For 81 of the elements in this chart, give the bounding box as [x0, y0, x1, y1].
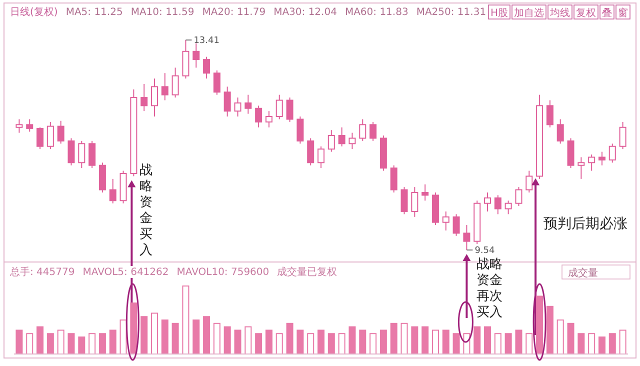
text: MA60: 11.83 [344, 7, 408, 18]
bar [182, 286, 190, 354]
bar [359, 330, 366, 354]
bar [244, 326, 252, 354]
text: 叠 [602, 8, 612, 19]
bar [578, 333, 585, 354]
bar [98, 333, 106, 354]
text: MAVOL5: 641262 [82, 267, 169, 278]
bar [203, 316, 210, 354]
bar [78, 336, 86, 354]
bar [370, 333, 377, 354]
bar [213, 322, 220, 354]
text: 总手: 445779 [9, 266, 75, 278]
bar [400, 322, 408, 354]
bar [234, 330, 242, 354]
bar [46, 333, 54, 354]
text: 成交量 [568, 267, 598, 279]
bar [307, 333, 314, 354]
bar [224, 326, 231, 354]
bar [442, 330, 450, 354]
bar [16, 330, 23, 354]
text: 日线(复权) [10, 6, 58, 18]
annotation: 预判后期必涨 [544, 216, 628, 232]
bar [608, 333, 616, 354]
bar [432, 330, 439, 354]
bar [556, 320, 564, 354]
bar [276, 333, 283, 354]
bar [411, 326, 418, 354]
bar [390, 322, 398, 354]
bar [474, 326, 481, 354]
annotation: 战略资金再次买入 [476, 257, 503, 320]
bar [130, 302, 138, 354]
bar [318, 330, 324, 354]
bar [567, 322, 574, 354]
bar [328, 333, 335, 354]
bar [150, 312, 158, 354]
bar [380, 330, 387, 354]
bar [192, 320, 200, 354]
bar [172, 322, 179, 354]
bar [109, 330, 116, 354]
bar [68, 333, 75, 354]
text: 均线 [549, 7, 570, 19]
text: MA5: 11.25 [66, 7, 123, 18]
bar [296, 330, 304, 354]
annotation: 9.54 [474, 246, 496, 256]
annotation: 13.41 [194, 36, 220, 46]
text: MA20: 11.79 [202, 7, 266, 18]
bar [515, 330, 522, 354]
bar [36, 326, 44, 354]
bar [526, 333, 533, 354]
text: MAVOL10: 759600 [176, 267, 270, 278]
text: H股 [490, 8, 508, 19]
bar [338, 333, 346, 354]
bar [588, 333, 596, 354]
bar [265, 330, 272, 354]
bar [546, 306, 554, 354]
text: MA10: 11.59 [130, 7, 194, 18]
text: MA30: 12.04 [274, 7, 337, 18]
annotation: 战略资金买入 [140, 163, 153, 258]
bar [161, 320, 168, 354]
text: MA250: 11.31 [416, 7, 486, 18]
bar [484, 326, 492, 354]
text: 窗 [618, 7, 628, 19]
bar [120, 320, 127, 354]
bar [452, 333, 460, 354]
bar [348, 326, 356, 354]
bar [88, 333, 96, 354]
bar [504, 333, 512, 354]
bar [422, 326, 429, 354]
bar [536, 296, 544, 354]
text: 加自选 [514, 7, 544, 19]
bar [57, 330, 64, 354]
bar [619, 330, 626, 354]
bar [140, 316, 148, 354]
bar [494, 333, 502, 354]
bar [598, 336, 606, 354]
bar [26, 333, 34, 354]
bar [255, 333, 262, 354]
text: 成交量已复权 [277, 266, 338, 278]
text: 复权 [576, 7, 596, 19]
bar [286, 322, 294, 354]
